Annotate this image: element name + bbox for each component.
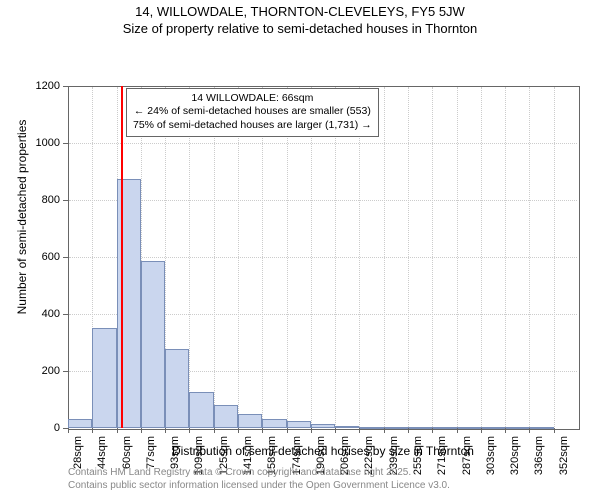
y-axis-label: Number of semi-detached properties	[15, 117, 29, 317]
xtick	[189, 428, 190, 433]
grid-line	[408, 87, 409, 427]
x-axis-label: Distribution of semi-detached houses by …	[68, 444, 578, 458]
ytick	[63, 200, 68, 201]
xtick	[214, 428, 215, 433]
histogram-bar	[262, 419, 286, 428]
xtick	[311, 428, 312, 433]
histogram-bar	[287, 421, 311, 428]
ytick	[63, 86, 68, 87]
xtick	[238, 428, 239, 433]
footer-attribution: Contains HM Land Registry data © Crown c…	[68, 466, 450, 492]
histogram-bar	[408, 427, 432, 429]
ytick-label: 1200	[30, 80, 60, 92]
xtick	[165, 428, 166, 433]
ytick	[63, 314, 68, 315]
xtick	[117, 428, 118, 433]
grid-line	[69, 257, 577, 258]
xtick	[141, 428, 142, 433]
xtick	[359, 428, 360, 433]
histogram-bar	[189, 392, 213, 428]
xtick	[262, 428, 263, 433]
reference-line	[121, 86, 123, 428]
grid-line	[69, 200, 577, 201]
histogram-bar	[165, 349, 189, 427]
xtick	[529, 428, 530, 433]
grid-line	[287, 87, 288, 427]
info-box-line: ← 24% of semi-detached houses are smalle…	[133, 105, 372, 119]
info-box-line: 75% of semi-detached houses are larger (…	[133, 119, 372, 133]
ytick-label: 800	[30, 194, 60, 206]
histogram-bar	[141, 261, 165, 428]
histogram-bar	[359, 427, 383, 429]
xtick	[335, 428, 336, 433]
grid-line	[529, 87, 530, 427]
histogram-bar	[457, 427, 481, 429]
xtick	[554, 428, 555, 433]
chart-title: 14, WILLOWDALE, THORNTON-CLEVELEYS, FY5 …	[0, 0, 600, 38]
histogram-bar	[481, 427, 505, 429]
xtick	[384, 428, 385, 433]
grid-line	[359, 87, 360, 427]
grid-line	[189, 87, 190, 427]
histogram-bar	[68, 419, 92, 428]
grid-line	[481, 87, 482, 427]
ytick	[63, 371, 68, 372]
ytick-label: 0	[30, 422, 60, 434]
title-line2: Size of property relative to semi-detach…	[0, 21, 600, 38]
ytick	[63, 143, 68, 144]
grid-line	[238, 87, 239, 427]
info-box-line: 14 WILLOWDALE: 66sqm	[133, 92, 372, 106]
histogram-bar	[384, 427, 408, 429]
grid-line	[554, 87, 555, 427]
grid-line	[384, 87, 385, 427]
xtick	[432, 428, 433, 433]
xtick	[481, 428, 482, 433]
ytick-label: 1000	[30, 137, 60, 149]
histogram-bar	[92, 328, 116, 428]
histogram-bar	[505, 427, 529, 429]
grid-line	[262, 87, 263, 427]
histogram-bar	[311, 424, 335, 427]
xtick	[92, 428, 93, 433]
grid-line	[457, 87, 458, 427]
grid-line	[335, 87, 336, 427]
grid-line	[432, 87, 433, 427]
ytick-label: 200	[30, 365, 60, 377]
ytick-label: 400	[30, 308, 60, 320]
ytick	[63, 257, 68, 258]
histogram-bar	[238, 414, 262, 428]
xtick	[287, 428, 288, 433]
xtick	[408, 428, 409, 433]
histogram-bar	[335, 426, 359, 428]
xtick	[457, 428, 458, 433]
histogram-bar	[432, 427, 456, 429]
histogram-bar	[214, 405, 238, 428]
footer-line1: Contains HM Land Registry data © Crown c…	[68, 466, 450, 479]
footer-line2: Contains public sector information licen…	[68, 479, 450, 492]
grid-line	[214, 87, 215, 427]
title-line1: 14, WILLOWDALE, THORNTON-CLEVELEYS, FY5 …	[0, 4, 600, 21]
grid-line	[505, 87, 506, 427]
grid-line	[311, 87, 312, 427]
xtick	[505, 428, 506, 433]
ytick-label: 600	[30, 251, 60, 263]
info-box: 14 WILLOWDALE: 66sqm← 24% of semi-detach…	[126, 88, 379, 137]
xtick	[68, 428, 69, 433]
histogram-bar	[529, 427, 553, 429]
grid-line	[69, 143, 577, 144]
